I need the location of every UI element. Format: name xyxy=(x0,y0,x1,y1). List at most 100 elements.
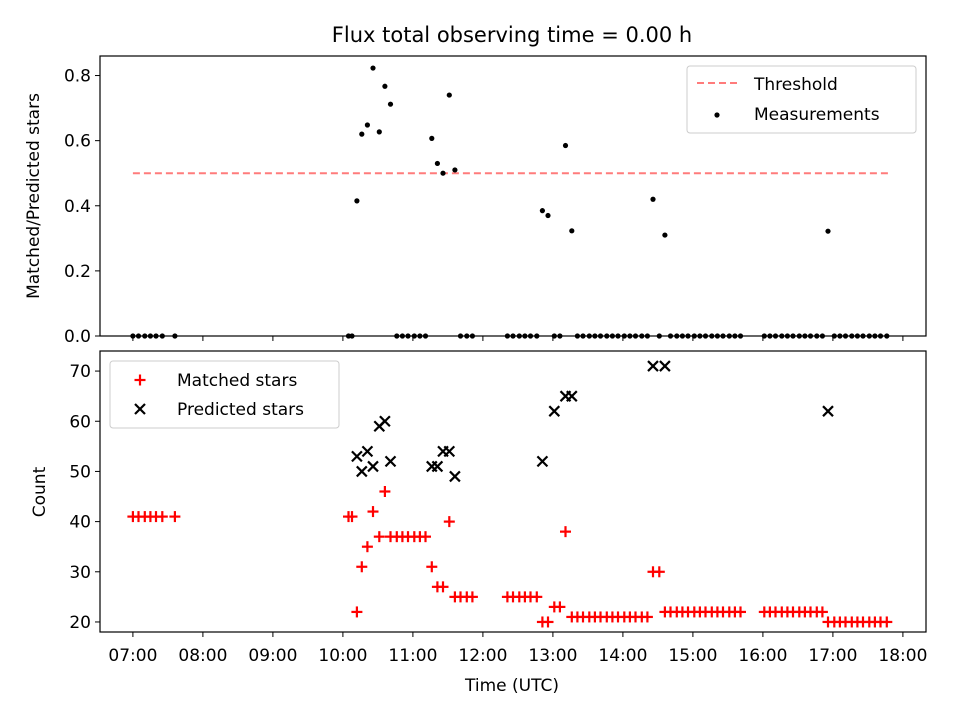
measurement-point xyxy=(539,208,546,214)
matched-point xyxy=(156,511,168,523)
matched-point xyxy=(466,591,478,603)
bottom-marks xyxy=(127,360,893,628)
predicted-point xyxy=(384,455,397,468)
predicted-point xyxy=(659,360,671,372)
measurement-point xyxy=(354,198,360,204)
predicted-point xyxy=(351,450,363,463)
predicted-point-b xyxy=(449,470,461,483)
predicted-point xyxy=(536,455,549,468)
bottom-ytick-label: 70 xyxy=(69,362,91,382)
legend-threshold-label: Threshold xyxy=(753,75,838,95)
predicted-point xyxy=(566,390,578,402)
bottom-xtick-label: 18:00 xyxy=(878,646,927,666)
matched-point xyxy=(653,566,665,578)
predicted-point-b xyxy=(367,460,379,473)
top-axes-frame xyxy=(99,55,927,337)
predicted-point xyxy=(361,445,374,458)
legend-predicted-marker xyxy=(134,403,146,415)
predicted-point xyxy=(356,465,368,478)
measurement-point xyxy=(429,135,435,141)
legend-predicted-cross-b xyxy=(134,403,146,415)
bottom-panel: 20 30 40 50 60 70 07:00 08:00 09:00 10:00 11:00 12… xyxy=(30,350,927,696)
measurement-point xyxy=(387,101,394,107)
matched-point xyxy=(379,486,391,497)
predicted-point xyxy=(822,405,834,417)
predicted-point xyxy=(443,445,456,458)
legend-predicted-label: Predicted stars xyxy=(177,400,304,420)
matched-point xyxy=(881,616,893,628)
top-legend: Threshold Measurements xyxy=(686,65,917,134)
legend-measurements-label: Measurements xyxy=(754,105,880,125)
measurement-point xyxy=(562,142,569,149)
bottom-ytick-label: 50 xyxy=(69,462,91,482)
bottom-legend: Matched stars Predicted stars xyxy=(109,360,340,429)
bottom-ytick-label: 30 xyxy=(69,563,91,583)
measurement-point xyxy=(545,212,551,219)
predicted-point xyxy=(647,360,659,372)
matched-point xyxy=(560,526,571,538)
bottom-xtick-label: 14:00 xyxy=(598,646,647,666)
predicted-point xyxy=(431,460,444,473)
measurement-point xyxy=(825,228,831,234)
matched-point xyxy=(554,601,566,613)
chart-title: Flux total observing time = 0.00 h xyxy=(332,23,692,47)
predicted-point-b xyxy=(443,445,456,458)
top-ytick-label: 0.2 xyxy=(64,262,91,282)
matched-point xyxy=(735,606,746,618)
top-ytick-label: 0.0 xyxy=(64,327,91,347)
measurement-point xyxy=(446,92,452,98)
matched-point xyxy=(426,561,438,573)
legend-measurements-marker xyxy=(714,112,720,118)
bottom-xtick-label: 17:00 xyxy=(808,646,857,666)
bottom-ylabel: Count xyxy=(30,466,50,517)
bottom-xtick-label: 10:00 xyxy=(318,646,367,666)
measurement-point xyxy=(359,131,365,137)
bottom-xtick-label: 16:00 xyxy=(738,646,787,666)
top-panel: 0.00.20.40.60.8 Matched/Predicted stars … xyxy=(24,55,927,347)
predicted-point-b xyxy=(384,455,397,468)
measurement-point xyxy=(376,129,382,135)
measurement-point xyxy=(650,196,656,202)
matched-point xyxy=(437,581,449,593)
bottom-ytick-label: 20 xyxy=(69,613,91,633)
predicted-point-b xyxy=(548,405,561,417)
bottom-xtick-label: 09:00 xyxy=(248,646,297,666)
measurement-point xyxy=(370,65,376,71)
matched-point xyxy=(641,611,653,623)
matched-point xyxy=(443,516,455,528)
top-xticks xyxy=(132,336,904,341)
predicted-point-b xyxy=(822,405,834,417)
predicted-point-b xyxy=(647,360,659,372)
measurement-point xyxy=(452,167,458,173)
predicted-point-b xyxy=(536,455,549,468)
matched-point xyxy=(531,591,543,603)
bottom-xlabel: Time (UTC) xyxy=(464,676,559,696)
predicted-point-b xyxy=(659,360,671,372)
bottom-ytick-label: 60 xyxy=(69,412,91,432)
bottom-xticks: 07:00 08:00 09:00 10:00 11:00 12:00 13:00 14:00… xyxy=(108,632,927,666)
top-ytick-label: 0.8 xyxy=(64,67,91,87)
predicted-point-b xyxy=(566,390,578,402)
legend-matched-plus xyxy=(134,374,146,386)
matched-point xyxy=(816,606,828,618)
matched-point xyxy=(356,561,368,573)
predicted-point-b xyxy=(356,465,368,478)
measurement-point xyxy=(440,170,446,176)
measurement-point xyxy=(434,160,440,167)
bottom-xtick-label: 08:00 xyxy=(178,646,227,666)
top-ytick-label: 0.6 xyxy=(64,132,91,152)
bottom-xtick-label: 15:00 xyxy=(668,646,717,666)
measurement-point xyxy=(662,232,668,238)
legend-matched-label: Matched stars xyxy=(177,371,297,391)
matched-point xyxy=(346,511,358,523)
matched-point xyxy=(367,506,379,518)
matched-point xyxy=(373,531,385,543)
matched-point xyxy=(542,616,554,628)
bottom-xtick-label: 11:00 xyxy=(388,646,437,666)
legend-matched-marker xyxy=(134,374,146,386)
predicted-point xyxy=(379,415,391,428)
predicted-point-b xyxy=(361,445,374,458)
top-yticks: 0.0 0.2 0.4 0.6 0.8 xyxy=(64,67,100,347)
matched-point xyxy=(351,606,363,618)
